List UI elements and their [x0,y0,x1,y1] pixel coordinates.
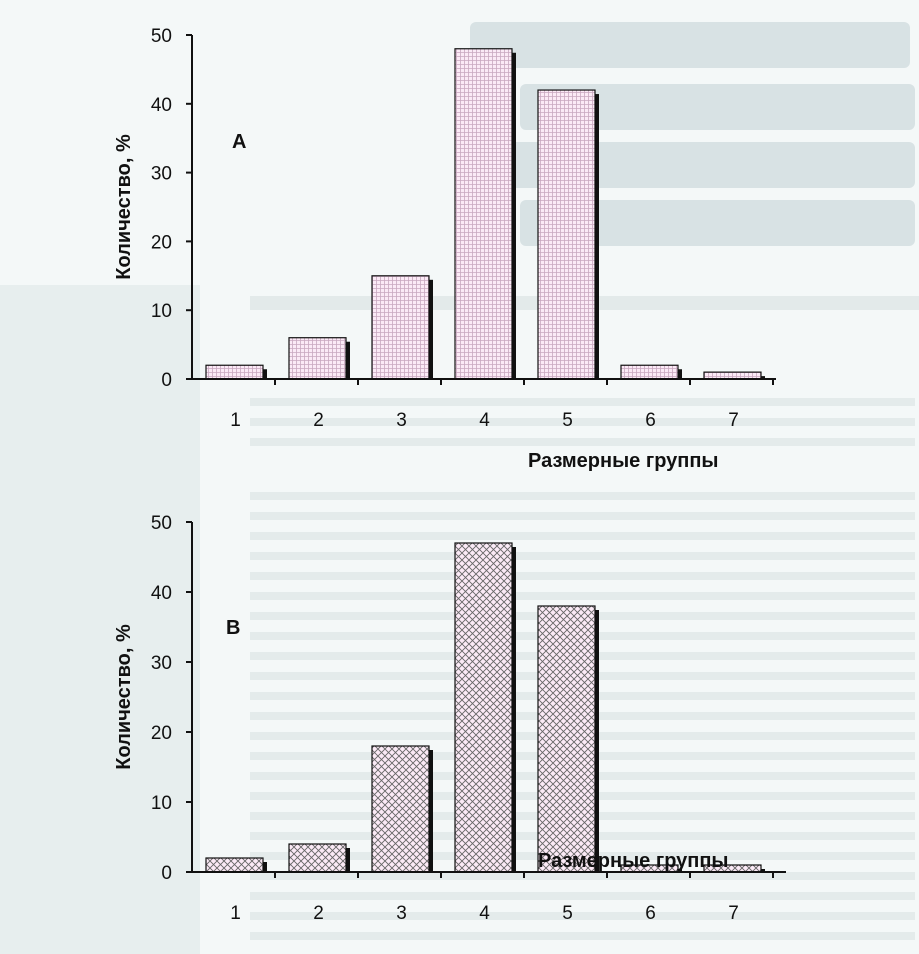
chart-b-y-axis-label: Количество, % [113,624,135,770]
chart-b-x-axis-label: Размерные группы [538,850,729,872]
chart-b-bar-3 [371,745,433,873]
chart-a: 0 10 20 30 40 50 1 2 3 4 5 6 7 А Количество, % Разм… [113,26,776,472]
chart-b-x-ticks: 1 2 3 4 5 6 7 [230,872,774,924]
chart-a-y-tick-label: 0 [161,370,172,391]
bar [620,364,679,380]
chart-a-y-ticks: 0 10 20 30 40 50 [151,26,192,391]
chart-a-x-tick-label: 6 [645,410,656,431]
bar [454,48,513,380]
chart-a-y-tick-label: 30 [151,164,172,185]
chart-a-bar-1 [205,364,267,380]
chart-a-bar-5 [537,89,599,380]
chart-a-x-tick-label: 3 [396,410,407,431]
chart-b-bar-4 [454,542,516,873]
chart-b-y-tick-label: 0 [161,863,172,884]
bar [205,364,264,380]
faded-left-column [0,285,200,954]
chart-b-y-tick-label: 30 [151,653,172,674]
chart-b-y-ticks: 0 10 20 30 40 50 [151,513,192,884]
chart-b-x-tick-label: 3 [396,903,407,924]
faded-background-title [470,22,915,246]
bar [288,843,347,873]
chart-a-bar-2 [288,337,350,380]
chart-b-x-tick-label: 2 [313,903,324,924]
chart-a-y-tick-label: 10 [151,301,172,322]
chart-b-bars [205,542,765,873]
chart-b-y-tick-label: 10 [151,793,172,814]
chart-a-x-tick-label: 2 [313,410,324,431]
bar [454,542,513,873]
chart-b-y-tick-label: 40 [151,583,172,604]
chart-b-panel-label: В [226,617,240,639]
chart-b-x-tick-label: 5 [562,903,573,924]
chart-a-y-tick-label: 40 [151,95,172,116]
chart-a-panel-label: А [232,131,246,153]
chart-a-x-tick-label: 1 [230,410,241,431]
chart-b-bar-5 [537,605,599,873]
chart-a-y-tick-label: 20 [151,232,172,253]
chart-a-y-axis-label: Количество, % [113,134,135,280]
chart-b-x-tick-label: 1 [230,903,241,924]
chart-b: 0 10 20 30 40 50 1 2 3 4 5 6 7 В Количество, % Разм… [113,513,786,924]
chart-a-x-ticks: 1 2 3 4 5 6 7 [230,379,774,431]
chart-a-x-tick-label: 7 [728,410,739,431]
chart-b-x-tick-label: 7 [728,903,739,924]
chart-b-bar-2 [288,843,350,873]
chart-a-x-tick-label: 4 [479,410,490,431]
bar [537,89,596,380]
bar [288,337,347,380]
chart-b-bar-1 [205,857,267,873]
chart-a-bar-7 [703,371,765,380]
chart-a-y-tick-label: 50 [151,26,172,47]
chart-b-x-tick-label: 4 [479,903,490,924]
chart-a-bars [205,48,765,380]
chart-b-y-tick-label: 20 [151,723,172,744]
chart-a-bar-4 [454,48,516,380]
chart-a-bar-6 [620,364,682,380]
bar [537,605,596,873]
chart-a-x-tick-label: 5 [562,410,573,431]
chart-b-x-tick-label: 6 [645,903,656,924]
bar [371,275,430,380]
chart-a-bar-3 [371,275,433,380]
chart-a-x-axis-label: Размерные группы [528,450,719,472]
bar [371,745,430,873]
bar [205,857,264,873]
bar [703,371,762,380]
chart-b-y-tick-label: 50 [151,513,172,534]
